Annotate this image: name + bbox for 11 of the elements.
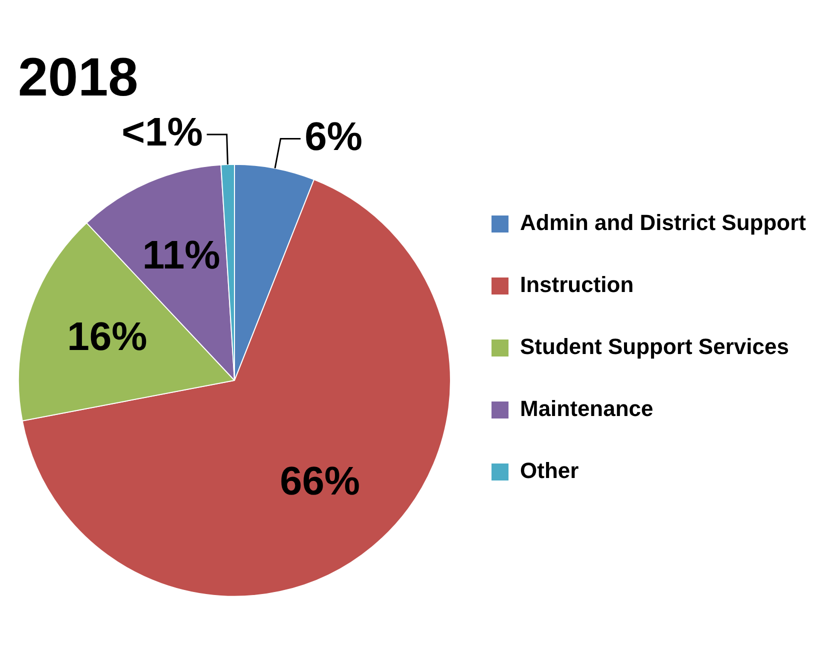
data-label: <1%	[122, 110, 203, 155]
data-label: 11%	[142, 234, 220, 278]
legend-label: Other	[520, 458, 580, 484]
data-label: 16%	[67, 315, 148, 360]
chart-title: 2018	[18, 47, 138, 108]
data-label: 66%	[280, 460, 360, 504]
data-label: 6%	[304, 114, 362, 159]
legend-label: Student Support Services	[520, 334, 789, 360]
legend-label: Maintenance	[520, 396, 654, 422]
legend-label: Admin and District Support	[520, 210, 807, 236]
legend-label: Instruction	[520, 272, 634, 298]
